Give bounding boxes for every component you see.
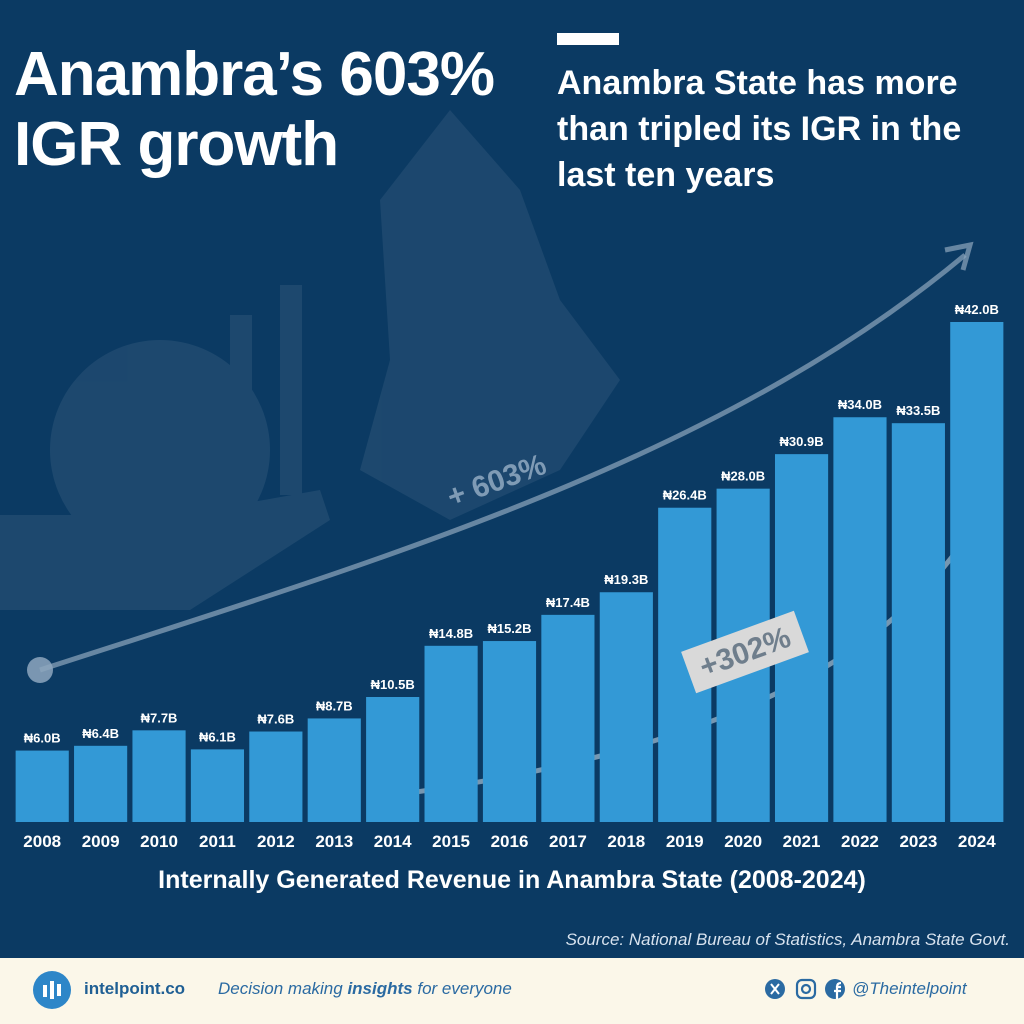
value-label: ₦19.3B xyxy=(604,572,648,587)
value-label: ₦6.1B xyxy=(199,729,236,744)
logo xyxy=(33,971,71,1009)
tagline-emphasis: insights xyxy=(347,979,413,998)
x-tick-label: 2013 xyxy=(315,832,353,851)
title: Anambra’s 603% IGR growth xyxy=(14,40,495,179)
x-tick-label: 2011 xyxy=(199,832,236,851)
value-label: ₦17.4B xyxy=(546,595,590,610)
value-label: ₦42.0B xyxy=(955,302,999,317)
background-illustration xyxy=(0,110,620,610)
bar xyxy=(366,697,420,822)
value-label: ₦15.2B xyxy=(487,621,531,636)
value-label: ₦10.5B xyxy=(371,677,415,692)
x-tick-label: 2024 xyxy=(958,832,996,851)
tagline: Decision making insights for everyone xyxy=(218,979,512,999)
x-tick-label: 2016 xyxy=(491,832,529,851)
x-tick-label: 2015 xyxy=(432,832,470,851)
social-handle[interactable]: @Theintelpoint xyxy=(852,979,967,998)
x-tick-label: 2019 xyxy=(666,832,704,851)
x-tick-label: 2010 xyxy=(140,832,178,851)
value-label: ₦6.4B xyxy=(82,726,119,741)
bar xyxy=(15,750,69,822)
bar xyxy=(599,592,653,822)
x-tick-label: 2008 xyxy=(23,832,61,851)
x-tick-label: 2022 xyxy=(841,832,879,851)
bar xyxy=(424,645,478,822)
value-label: ₦7.6B xyxy=(257,712,294,727)
subtitle: Anambra State has more than tripled its … xyxy=(557,64,962,194)
bar xyxy=(307,718,361,822)
value-label: ₦7.7B xyxy=(141,710,178,725)
bar xyxy=(482,641,537,822)
source: Source: National Bureau of Statistics, A… xyxy=(565,930,1010,949)
value-label: ₦28.0B xyxy=(721,469,765,484)
x-tick-label: 2014 xyxy=(374,832,412,851)
x-tick-label: 2020 xyxy=(724,832,762,851)
bar xyxy=(950,322,1004,822)
x-tick-label: 2017 xyxy=(549,832,587,851)
social-icons[interactable] xyxy=(764,977,848,1001)
bar xyxy=(74,745,128,822)
x-tick-label: 2021 xyxy=(783,832,821,851)
x-tick-label: 2009 xyxy=(82,832,120,851)
bar xyxy=(190,749,245,822)
value-label: ₦34.0B xyxy=(838,397,882,412)
chart: ₦6.0B 2008 ₦6.4B 2009 ₦7.7B 2010 ₦6.1B 2011 ₦7.6… xyxy=(0,110,1004,851)
bar xyxy=(249,731,303,822)
x-tick-label: 2012 xyxy=(257,832,295,851)
bar xyxy=(541,614,595,822)
tagline-text: for everyone xyxy=(412,979,512,998)
value-label: ₦6.0B xyxy=(24,731,61,746)
bar xyxy=(891,423,945,822)
tagline-text: Decision making xyxy=(218,979,348,998)
value-label: ₦30.9B xyxy=(780,434,824,449)
x-axis-label: Internally Generated Revenue in Anambra … xyxy=(158,866,866,894)
brand[interactable]: intelpoint.co xyxy=(84,979,186,998)
footer xyxy=(0,958,1024,1024)
accent-bar xyxy=(557,33,619,45)
value-label: ₦33.5B xyxy=(896,403,940,418)
value-label: ₦26.4B xyxy=(663,488,707,503)
value-label: ₦14.8B xyxy=(429,626,473,641)
x-tick-label: 2018 xyxy=(607,832,645,851)
bar xyxy=(132,730,186,822)
x-tick-label: 2023 xyxy=(899,832,937,851)
value-label: ₦8.7B xyxy=(316,698,353,713)
bar xyxy=(833,417,887,822)
